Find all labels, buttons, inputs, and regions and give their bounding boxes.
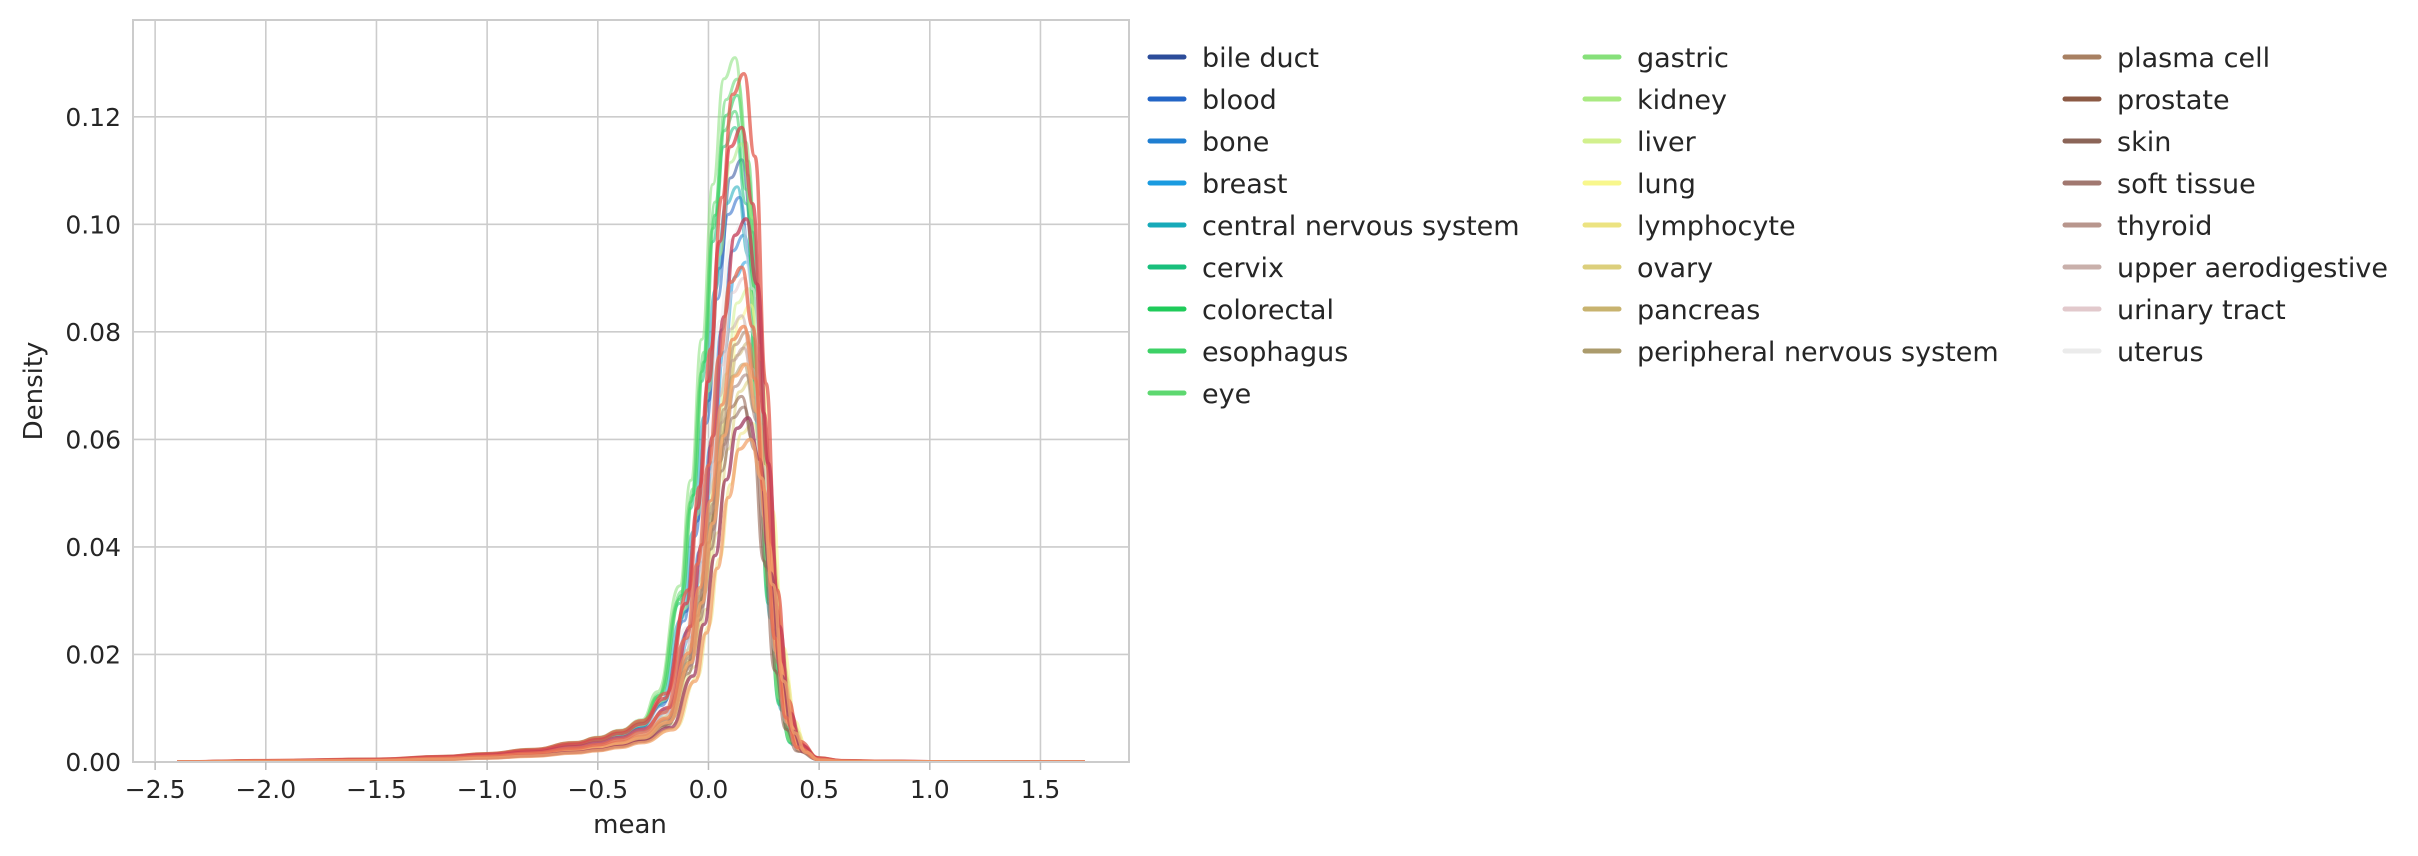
legend-label: peripheral nervous system [1637,337,1999,368]
y-tick-label: 0.02 [65,640,121,669]
legend-label: eye [1202,379,1251,410]
legend-label: uterus [2117,337,2204,368]
x-tick-label: −0.5 [567,775,628,804]
legend-label: breast [1202,169,1287,200]
legend-label: kidney [1637,85,1727,116]
legend-label: prostate [2117,85,2230,116]
legend-label: cervix [1202,253,1284,284]
x-tick-labels: −2.5 −2.0 −1.5 −1.0 −0.5 0.0 0.5 1.0 1.5 [125,762,1061,804]
legend-label: blood [1202,85,1277,116]
y-tick-label: 0.10 [65,210,121,239]
plot-background [133,20,1129,762]
density-overlay-line-7 [177,437,1085,762]
x-tick-label: −2.0 [235,775,296,804]
legend-label: ovary [1637,253,1713,284]
legend-label: gastric [1637,43,1729,74]
y-axis-label: Density [19,342,49,441]
legend-label: urinary tract [2117,295,2286,326]
x-tick-label: −2.5 [125,775,186,804]
legend-label: lung [1637,169,1696,200]
x-axis-label: mean [593,810,667,840]
x-tick-label: −1.0 [457,775,518,804]
legend-label: lymphocyte [1637,211,1796,242]
x-tick-label: 0.5 [799,775,839,804]
legend-label: esophagus [1202,337,1348,368]
legend-label: central nervous system [1202,211,1520,242]
x-tick-label: 1.0 [910,775,950,804]
y-tick-label: 0.08 [65,318,121,347]
y-tick-labels: 0.00 0.02 0.04 0.06 0.08 0.10 0.12 [65,103,121,777]
legend-label: plasma cell [2117,43,2270,74]
legend-label: skin [2117,127,2171,158]
x-tick-label: −1.5 [346,775,407,804]
y-tick-label: 0.06 [65,425,121,454]
legend-label: liver [1637,127,1697,158]
y-tick-label: 0.04 [65,533,121,562]
legend: bile duct blood bone breast central nervous … [1147,43,2388,410]
x-tick-label: 1.5 [1021,775,1061,804]
legend-label: bone [1202,127,1269,158]
legend-label: upper aerodigestive [2117,253,2388,284]
density-curves [177,56,1085,762]
x-tick-label: 0.0 [689,775,729,804]
legend-label: soft tissue [2117,169,2256,200]
y-tick-label: 0.12 [65,103,121,132]
legend-label: bile duct [1202,43,1319,74]
legend-label: colorectal [1202,295,1334,326]
legend-label: thyroid [2117,211,2212,242]
y-tick-label: 0.00 [65,748,121,777]
plot-frame [132,19,1130,763]
legend-label: pancreas [1637,295,1760,326]
